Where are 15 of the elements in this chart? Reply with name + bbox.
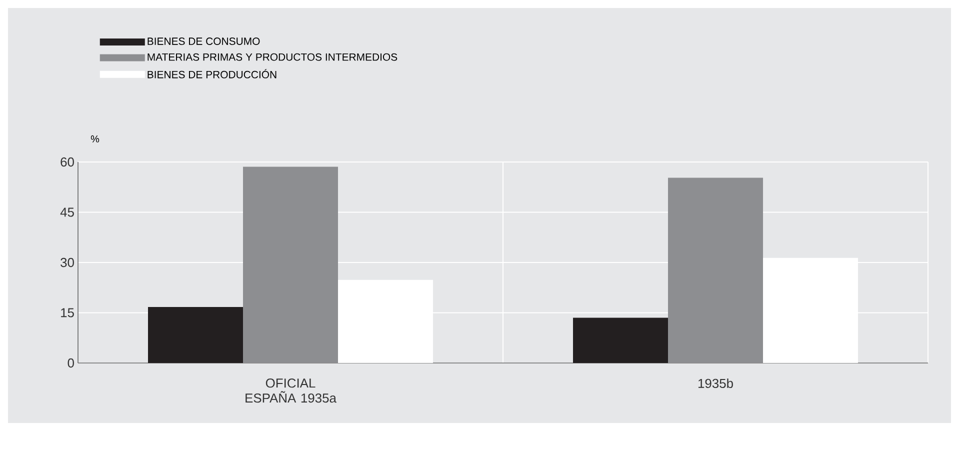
x-tick-label: OFICIAL ESPAÑA 1935a <box>246 378 336 403</box>
bar <box>573 318 668 363</box>
y-tick-label: 15 <box>61 308 74 318</box>
legend-label: MATERIAS PRIMAS Y PRODUCTOS INTERMEDIOS <box>148 53 398 61</box>
y-tick-label: 45 <box>60 208 74 217</box>
legend-label: BIENES DE CONSUMO <box>148 38 260 45</box>
y-axis-title: % <box>90 135 100 142</box>
y-tick-label: 0 <box>68 358 74 368</box>
bar <box>148 307 243 363</box>
legend-label: BIENES DE PRODUCCIÓN <box>148 69 276 78</box>
x-tick-label: 1935b <box>698 378 733 388</box>
bar <box>668 178 764 363</box>
bar <box>243 166 338 363</box>
y-tick-label: 30 <box>60 258 74 268</box>
y-tick-label: 60 <box>60 157 74 167</box>
